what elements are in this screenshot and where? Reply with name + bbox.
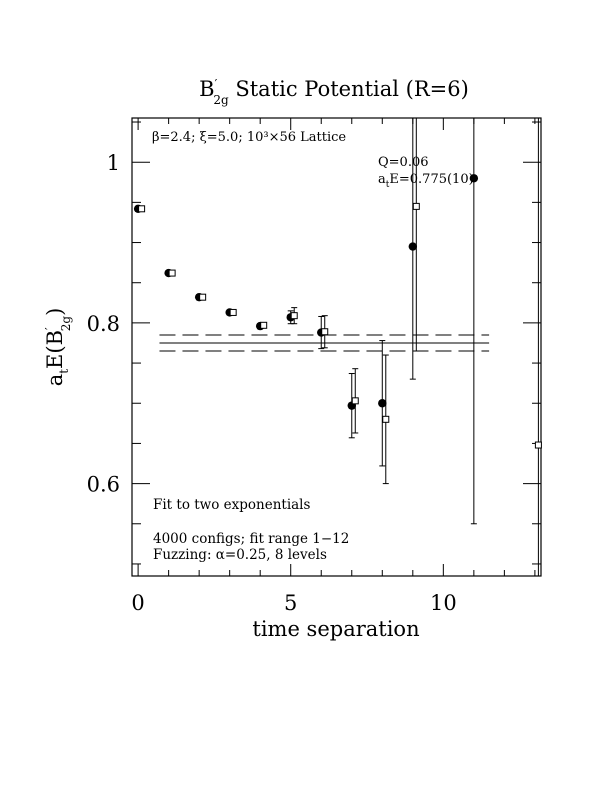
x-tick-label: 10 [430, 591, 457, 615]
ylabel-mid: E(B [43, 330, 67, 369]
fuzzing-label: Fuzzing: α=0.25, 8 levels [153, 547, 327, 563]
data-point-square [321, 328, 329, 336]
title-main: B [199, 77, 214, 101]
data-marks [133, 118, 542, 576]
data-point-square [199, 293, 207, 301]
ylabel-main: a [43, 374, 67, 387]
title-sup: ′ [215, 77, 218, 91]
x-tick-label: 0 [131, 591, 144, 615]
data-point-circle [469, 174, 479, 183]
data-point-square [229, 308, 237, 316]
y-tick-label: 0.8 [87, 312, 120, 336]
plot-frame [131, 117, 542, 577]
fit-energy-prefix: a [378, 172, 386, 187]
configs-label: 4000 configs; fit range 1−12 [153, 531, 349, 547]
fit-quality-label: Q=0.06 [378, 155, 429, 170]
data-point-square [412, 202, 420, 210]
data-point-square [168, 269, 176, 277]
fit-method-label: Fit to two exponentials [153, 497, 311, 513]
chart-title: B′ 2g Static Potential (R=6) [199, 77, 469, 107]
data-point-circle [378, 399, 387, 408]
lattice-note: β=2.4; ξ=5.0; 10³×56 Lattice [152, 130, 346, 145]
data-point-square [138, 205, 146, 213]
data-point-square [351, 397, 359, 405]
x-axis-label: time separation [252, 617, 419, 641]
ylabel-sup: ′ [43, 327, 57, 330]
axis-tick-labels: 0 5 10 0.6 0.8 1 [87, 151, 457, 615]
data-point-square [382, 415, 390, 423]
data-point-circle [408, 242, 418, 251]
title-sub: 2g [213, 93, 229, 107]
data-point-square [260, 321, 268, 329]
title-rest: Static Potential (R=6) [229, 77, 469, 101]
ylabel-end: ) [43, 308, 67, 316]
fit-energy-sub: t [386, 180, 390, 190]
y-tick-label: 0.6 [87, 473, 120, 497]
x-tick-label: 5 [284, 591, 297, 615]
data-point-square [290, 312, 298, 320]
data-point-square [534, 441, 542, 449]
fit-energy-label: atE=0.775(10) [378, 172, 474, 190]
ylabel-sub2: 2g [59, 316, 73, 332]
y-tick-label: 1 [107, 151, 120, 175]
fit-energy-rest: E=0.775(10) [389, 172, 473, 187]
ylabel-sub1: t [57, 369, 71, 374]
y-axis-label: atE(B′ 2g) [43, 308, 73, 387]
